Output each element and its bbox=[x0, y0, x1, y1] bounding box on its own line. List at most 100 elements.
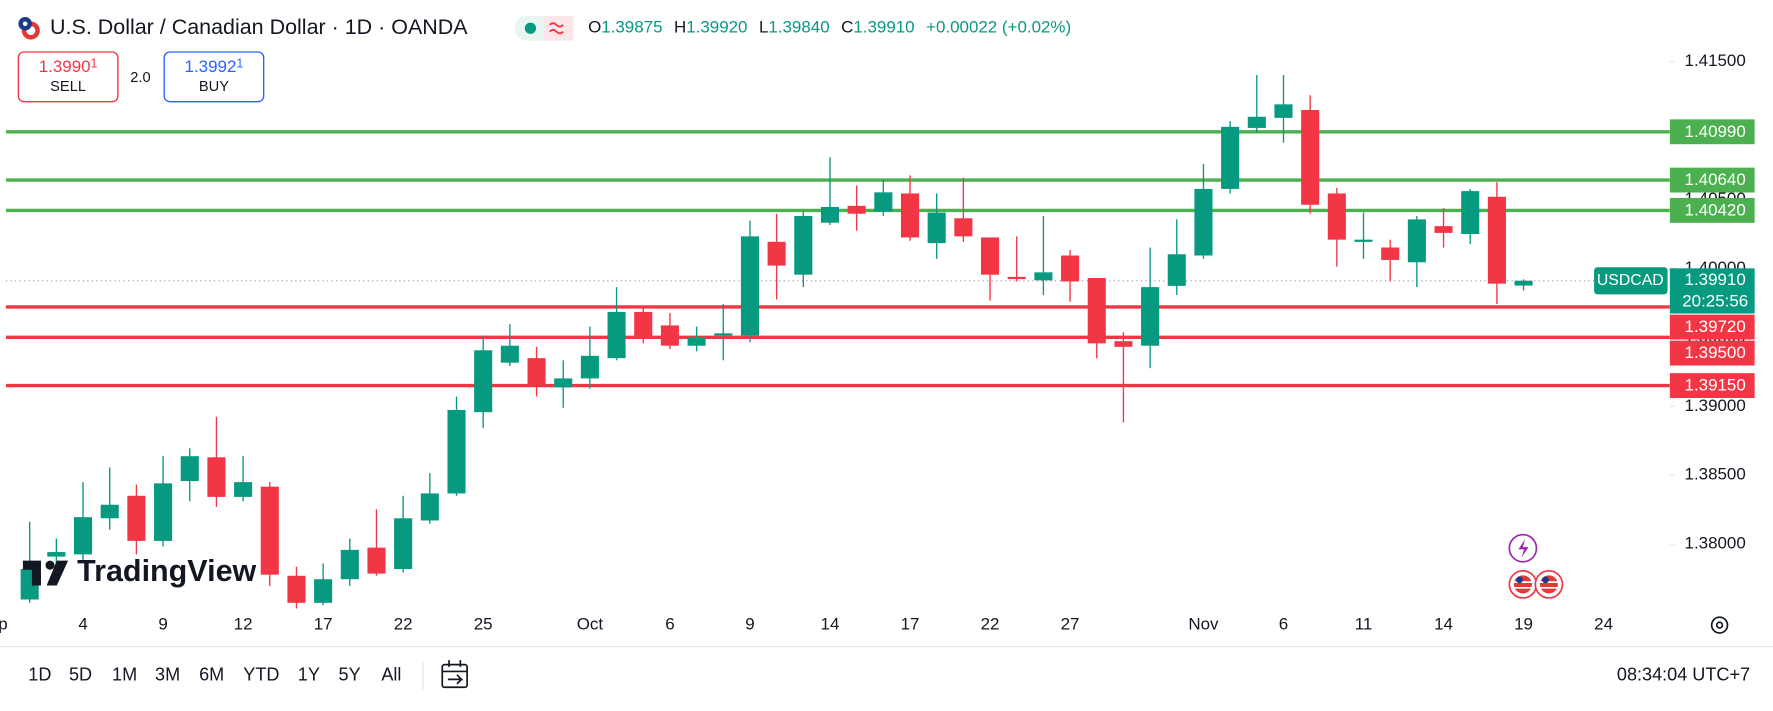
buy-label[interactable]: BUY bbox=[199, 79, 229, 95]
candle-body bbox=[740, 236, 759, 336]
chart-pane bbox=[5, 74, 1670, 609]
candle-body bbox=[1487, 196, 1506, 284]
sell-price-main[interactable]: 1.3990 bbox=[39, 57, 91, 76]
market-open-dot bbox=[524, 22, 537, 34]
x-tick-label: Oct bbox=[577, 615, 604, 634]
candle-body bbox=[180, 456, 199, 482]
range-buttons: 1D 5D 1M 3M 6M YTD 1Y 5Y All bbox=[28, 665, 401, 685]
range-button[interactable]: 1M bbox=[112, 665, 137, 685]
x-tick-label: 4 bbox=[78, 615, 87, 634]
y-tick-label: 1.39000 bbox=[1685, 396, 1746, 415]
level-label: 1.40990 bbox=[1685, 122, 1746, 141]
candle-body bbox=[1061, 255, 1080, 282]
last-price-badge bbox=[1669, 268, 1755, 314]
level-badge bbox=[1669, 314, 1755, 340]
candle-body bbox=[394, 518, 413, 570]
x-tick-label: 24 bbox=[1594, 615, 1613, 634]
candle-body bbox=[794, 215, 813, 275]
candle-body bbox=[527, 358, 546, 386]
candle-body bbox=[500, 345, 519, 363]
candle-body bbox=[100, 504, 119, 519]
x-tick-label: 9 bbox=[158, 615, 167, 634]
x-tick-label: p bbox=[0, 615, 8, 634]
x-tick-label: 25 bbox=[474, 615, 493, 634]
sell-button-box[interactable] bbox=[17, 51, 119, 103]
ohlc-values: O1.39875 H1.39920 L1.39840 C1.39910 +0.0… bbox=[588, 18, 1071, 37]
range-button[interactable]: All bbox=[381, 665, 401, 685]
candle-body bbox=[73, 517, 93, 555]
candle-body bbox=[900, 193, 920, 238]
status-pill-half bbox=[543, 15, 574, 41]
level-label: 1.39500 bbox=[1685, 343, 1746, 362]
delayed-icon bbox=[549, 22, 564, 35]
candle-body bbox=[314, 579, 333, 603]
buy-price-main[interactable]: 1.3992 bbox=[185, 57, 237, 76]
x-tick-label: 11 bbox=[1355, 615, 1373, 634]
x-tick-label: 17 bbox=[901, 615, 920, 634]
candle-body bbox=[660, 325, 679, 346]
candle-body bbox=[820, 206, 840, 223]
level-badge bbox=[1669, 197, 1755, 223]
range-button[interactable]: 1D bbox=[28, 665, 51, 685]
x-tick-label: Nov bbox=[1188, 615, 1219, 634]
x-tick-label: 22 bbox=[981, 615, 1000, 634]
level-badge bbox=[1669, 373, 1755, 399]
range-button[interactable]: 3M bbox=[155, 665, 180, 685]
candle-body bbox=[1034, 272, 1053, 281]
countdown: 20:25:56 bbox=[1682, 292, 1748, 311]
candle-body bbox=[1141, 287, 1160, 346]
level-label: 1.40420 bbox=[1685, 200, 1746, 219]
buy-price-pip[interactable]: 1 bbox=[236, 57, 243, 71]
range-button[interactable]: YTD bbox=[243, 665, 279, 685]
ohlc-key: C bbox=[841, 18, 853, 37]
range-button[interactable]: 5D bbox=[69, 665, 92, 685]
sell-button[interactable]: 1.39901 SELL bbox=[17, 51, 119, 103]
goto-date-icon[interactable] bbox=[441, 660, 468, 689]
settings-icon[interactable] bbox=[1710, 616, 1729, 634]
x-tick-label: 27 bbox=[1061, 615, 1080, 634]
y-tick-label: 1.38500 bbox=[1685, 465, 1746, 484]
range-button[interactable]: 5Y bbox=[339, 665, 361, 685]
tradingview-logo: TradingView bbox=[22, 554, 257, 588]
sell-price-pip[interactable]: 1 bbox=[91, 57, 98, 71]
buy-price[interactable]: 1.39921 bbox=[185, 57, 244, 77]
buy-button-box[interactable] bbox=[163, 51, 265, 103]
candle-body bbox=[207, 457, 226, 497]
candle-body bbox=[1327, 193, 1346, 240]
x-tick-label: 14 bbox=[821, 615, 840, 634]
sell-label[interactable]: SELL bbox=[50, 79, 86, 95]
candle-body bbox=[447, 409, 466, 494]
level-badge bbox=[1669, 167, 1755, 193]
watermark-text: TradingView bbox=[77, 554, 256, 588]
candle-body bbox=[634, 311, 653, 338]
candle-body bbox=[1354, 239, 1373, 242]
candle-body bbox=[127, 495, 146, 541]
candle-body bbox=[287, 575, 306, 603]
buy-button[interactable]: 1.39921 BUY bbox=[163, 51, 265, 103]
ohlc-value: 1.39910 bbox=[853, 18, 914, 37]
change-value: +0.00022 (+0.02%) bbox=[926, 18, 1071, 37]
last-price-label: 1.39910 bbox=[1685, 270, 1746, 289]
candle-body bbox=[607, 311, 626, 359]
candle-body bbox=[420, 493, 439, 521]
candle-body bbox=[154, 483, 173, 541]
range-button[interactable]: 1Y bbox=[298, 665, 320, 685]
ohlc-key: H bbox=[674, 18, 686, 37]
x-tick-label: 6 bbox=[1279, 615, 1288, 634]
price-axis: 1.415001.410001.405001.400001.395001.390… bbox=[1594, 51, 1755, 553]
candle-body bbox=[234, 482, 253, 497]
candle-body bbox=[1434, 226, 1453, 233]
candle-body bbox=[580, 355, 599, 379]
candle-body bbox=[1461, 191, 1480, 234]
sell-price[interactable]: 1.39901 bbox=[39, 57, 98, 77]
event-icons[interactable] bbox=[1508, 533, 1564, 599]
candle-body bbox=[874, 192, 893, 212]
candle-body bbox=[367, 547, 386, 574]
candle-body bbox=[954, 218, 973, 237]
candle-body bbox=[1247, 116, 1266, 128]
candle-body bbox=[47, 552, 66, 557]
range-button[interactable]: 6M bbox=[199, 665, 224, 685]
x-tick-label: 9 bbox=[745, 615, 754, 634]
